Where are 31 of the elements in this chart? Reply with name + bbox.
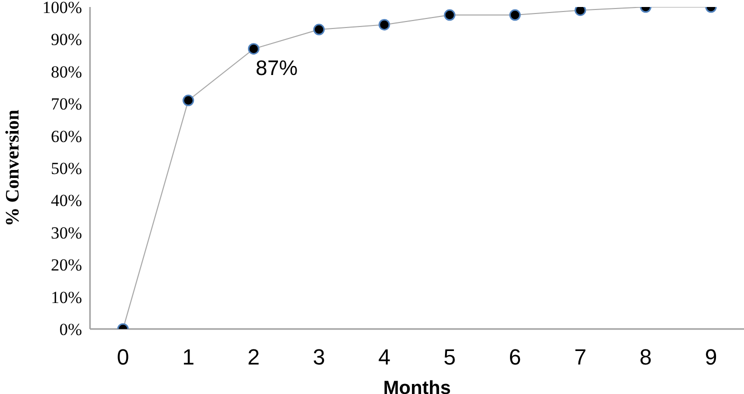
y-tick-label: 60%: [50, 126, 82, 146]
y-tick-label: 20%: [50, 256, 82, 275]
annotation: 87%: [256, 56, 298, 80]
x-tick-label: 3: [312, 344, 326, 370]
point: [313, 24, 325, 36]
y-tick-label: 40%: [50, 191, 82, 210]
x-tick-label: 1: [182, 344, 194, 370]
y-axis-title: % Conversion: [2, 109, 24, 226]
y-tick-label: 100%: [42, 0, 82, 18]
point: [444, 9, 456, 21]
x-axis-title: Months: [383, 378, 451, 394]
point: [182, 94, 194, 106]
y-tick-label: 70%: [50, 94, 82, 114]
y-tick-label: 10%: [50, 288, 82, 307]
x-tick-label: 0: [116, 344, 130, 370]
y-tick-label: 50%: [50, 159, 82, 178]
x-tick-label: 6: [508, 344, 522, 370]
point: [574, 7, 586, 16]
point: [248, 43, 260, 55]
y-tick-label: 80%: [50, 62, 82, 82]
x-tick-label: 5: [444, 344, 456, 370]
x-tick-label: 8: [640, 344, 652, 370]
point: [378, 18, 390, 30]
x-tick-label: 2: [248, 344, 260, 370]
y-tick-label: 0%: [59, 320, 82, 340]
y-tick-label: 30%: [50, 223, 82, 242]
y-tick-label: 90%: [50, 30, 82, 50]
x-tick-label: 9: [704, 344, 718, 370]
x-tick-label: 4: [378, 344, 390, 370]
point: [509, 9, 521, 21]
x-tick-label: 7: [574, 344, 586, 370]
